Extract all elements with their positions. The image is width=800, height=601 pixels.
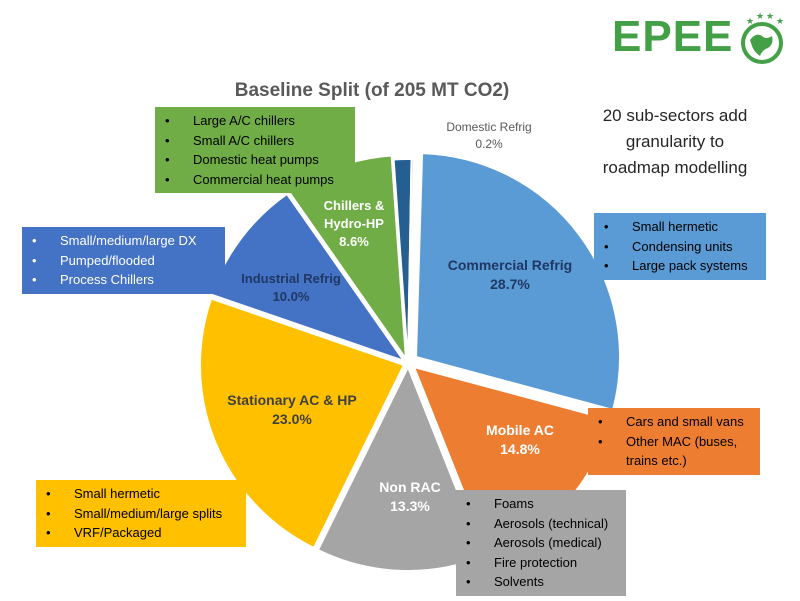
callout-item: Domestic heat pumps xyxy=(165,150,347,170)
chart-title-text: Baseline Split (of 205 MT CO2) xyxy=(234,80,510,101)
epee-logo: EPEE ★ ★ ★ ★ xyxy=(612,8,792,68)
svg-text:★: ★ xyxy=(746,16,754,26)
chart-title: Baseline Split (of 205 MT CO2) xyxy=(0,80,800,102)
callout-item: Aerosols (technical) xyxy=(466,514,618,534)
callout-nonrac: FoamsAerosols (technical)Aerosols (medic… xyxy=(456,490,626,596)
callout-item: Cars and small vans xyxy=(598,412,752,432)
callout-mobile: Cars and small vansOther MAC (buses, tra… xyxy=(588,408,760,475)
callout-industrial: Small/medium/large DXPumped/floodedProce… xyxy=(22,227,225,294)
slice-name-label: Commercial Refrig xyxy=(448,257,572,273)
logo-text: EPEE xyxy=(612,12,734,61)
callout-item: Small hermetic xyxy=(46,484,238,504)
callout-item: Commercial heat pumps xyxy=(165,170,347,190)
slice-value-label: 14.8% xyxy=(500,441,540,457)
svg-text:★: ★ xyxy=(756,11,764,21)
slice-name-label: Industrial Refrig xyxy=(241,271,341,286)
callout-item: Small A/C chillers xyxy=(165,131,347,151)
callout-stationary: Small hermeticSmall/medium/large splitsV… xyxy=(36,480,246,547)
svg-text:★: ★ xyxy=(766,11,774,21)
svg-text:★: ★ xyxy=(776,16,784,26)
granularity-note: 20 sub-sectors add granularity to roadma… xyxy=(602,106,748,177)
slice-name-label: Chillers & xyxy=(324,198,385,213)
callout-item: Solvents xyxy=(466,572,618,592)
callout-item: Small/medium/large splits xyxy=(46,504,238,524)
slice-value-label: 8.6% xyxy=(339,234,369,249)
pie-slice xyxy=(414,152,621,412)
callout-item: Pumped/flooded xyxy=(32,251,217,271)
slice-value-label: 10.0% xyxy=(273,289,310,304)
callout-item: Large pack systems xyxy=(604,256,758,276)
slice-value-label: 28.7% xyxy=(490,276,530,292)
callout-commercial: Small hermeticCondensing unitsLarge pack… xyxy=(594,213,766,280)
pie-slice xyxy=(407,158,416,364)
globe-stars-icon: ★ ★ ★ ★ xyxy=(741,11,784,64)
slice-value-label: 13.3% xyxy=(390,498,430,514)
callout-item: Condensing units xyxy=(604,237,758,257)
callout-chillers: Large A/C chillersSmall A/C chillersDome… xyxy=(155,107,355,193)
callout-item: Large A/C chillers xyxy=(165,111,347,131)
callout-item: Other MAC (buses, trains etc.) xyxy=(598,432,752,471)
callout-item: Fire protection xyxy=(466,553,618,573)
callout-item: Process Chillers xyxy=(32,270,217,290)
pie-slice xyxy=(199,297,406,550)
callout-item: Aerosols (medical) xyxy=(466,533,618,553)
slice-name-label: Non RAC xyxy=(379,479,440,495)
slice-name-label: Domestic Refrig xyxy=(446,120,531,134)
slice-name-label: Hydro-HP xyxy=(324,216,384,231)
slice-name-label: Stationary AC & HP xyxy=(227,392,356,408)
callout-item: Foams xyxy=(466,494,618,514)
callout-item: Small/medium/large DX xyxy=(32,231,217,251)
callout-item: VRF/Packaged xyxy=(46,523,238,543)
callout-item: Small hermetic xyxy=(604,217,758,237)
slice-name-label: Mobile AC xyxy=(486,422,554,438)
slice-value-label: 0.2% xyxy=(475,137,503,151)
slice-value-label: 23.0% xyxy=(272,411,312,427)
